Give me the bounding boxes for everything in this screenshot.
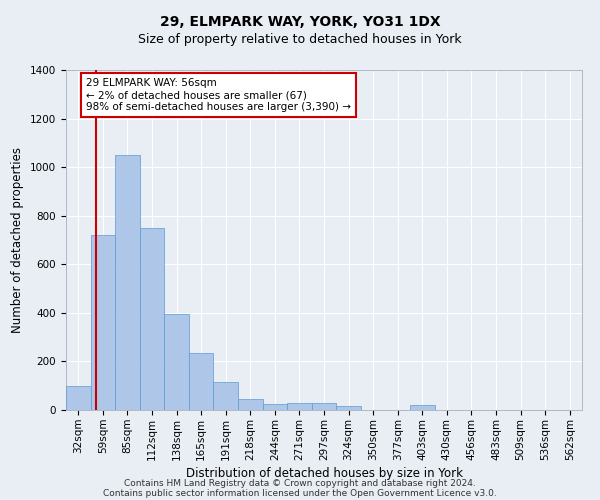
Text: Contains HM Land Registry data © Crown copyright and database right 2024.: Contains HM Land Registry data © Crown c… [124,478,476,488]
Bar [140,228,164,410]
Bar [91,235,115,410]
X-axis label: Distribution of detached houses by size in York: Distribution of detached houses by size … [185,466,463,479]
Bar [214,382,238,410]
Bar [312,403,336,410]
Bar [189,353,214,410]
Bar [336,406,361,410]
Bar [164,314,189,410]
Text: Contains public sector information licensed under the Open Government Licence v3: Contains public sector information licen… [103,488,497,498]
Bar [115,155,140,410]
Bar [66,386,91,410]
Bar [287,403,312,410]
Bar [238,399,263,410]
Y-axis label: Number of detached properties: Number of detached properties [11,147,25,333]
Text: 29, ELMPARK WAY, YORK, YO31 1DX: 29, ELMPARK WAY, YORK, YO31 1DX [160,15,440,29]
Text: Size of property relative to detached houses in York: Size of property relative to detached ho… [138,32,462,46]
Bar [410,405,434,410]
Text: 29 ELMPARK WAY: 56sqm
← 2% of detached houses are smaller (67)
98% of semi-detac: 29 ELMPARK WAY: 56sqm ← 2% of detached h… [86,78,351,112]
Bar [263,404,287,410]
